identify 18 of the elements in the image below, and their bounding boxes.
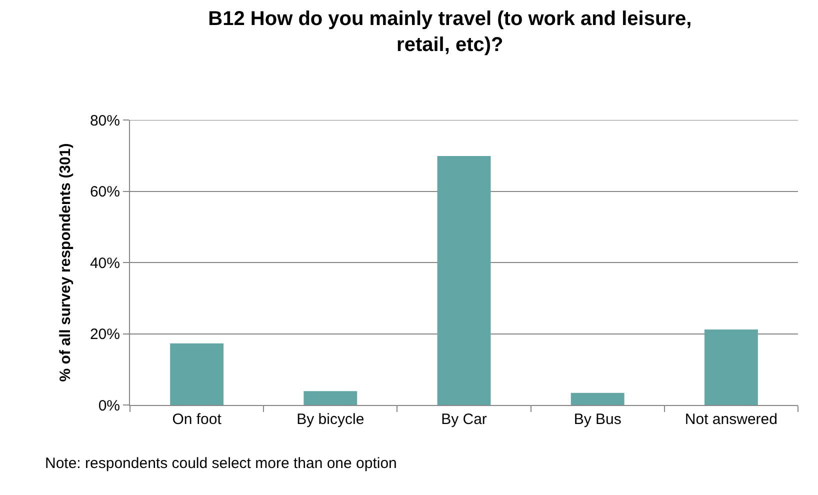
bar	[304, 391, 358, 405]
x-tick-label: By bicycle	[296, 411, 364, 428]
y-tick-label: 80%	[90, 112, 120, 130]
chart-title: B12 How do you mainly travel (to work and leisure, retail, etc)?	[208, 8, 692, 56]
bar	[570, 392, 624, 405]
bar	[437, 156, 491, 405]
y-tick-label: 0%	[98, 397, 120, 414]
x-tick-label: By Bus	[574, 411, 622, 428]
y-tick-label: 40%	[90, 254, 120, 272]
y-axis-title: % of all survey respondents (301)	[57, 143, 74, 382]
x-tick-label: On foot	[172, 411, 222, 428]
text: Note: respondents could select more than one option	[45, 455, 397, 472]
x-tick-label: Not answered	[684, 411, 778, 428]
bar	[704, 329, 758, 405]
y-tick-label: 60%	[90, 184, 120, 200]
bar	[170, 343, 224, 405]
x-tick-label: By Car	[441, 411, 487, 428]
y-tick-label: 20%	[90, 326, 120, 343]
